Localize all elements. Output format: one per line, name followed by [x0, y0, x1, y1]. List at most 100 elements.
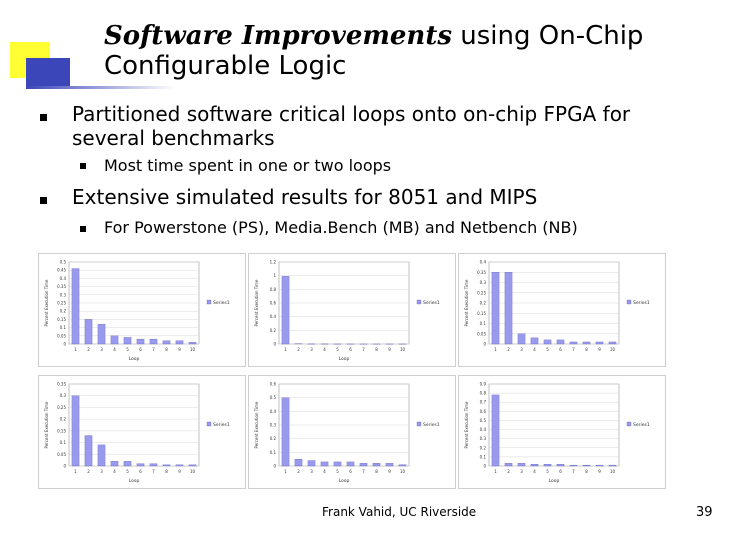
- x-tick-label: 10: [610, 469, 616, 474]
- y-tick-label: 0.4: [270, 409, 277, 414]
- x-tick-label: 6: [559, 469, 562, 474]
- x-tick-label: 4: [113, 347, 116, 352]
- x-tick-label: 9: [178, 347, 181, 352]
- bar: [188, 464, 197, 467]
- x-tick-label: 3: [100, 469, 103, 474]
- bar: [543, 339, 552, 345]
- bar: [595, 341, 604, 345]
- x-tick-label: 1: [74, 347, 77, 352]
- bar-chart: 0 0.1 0.2 0.3 0.4 0.5 0.6 1 2 3 4 5 6 7 8 9 10 Loop Percen…: [254, 382, 440, 485]
- bar: [530, 337, 539, 345]
- footer-text: Frank Vahid, UC Riverside: [322, 505, 477, 519]
- x-tick-label: 5: [126, 469, 129, 474]
- y-tick-label: 0.45: [57, 268, 66, 273]
- x-tick-label: 9: [178, 469, 181, 474]
- y-tick-label: 0.35: [57, 284, 66, 289]
- legend-swatch: [416, 299, 422, 305]
- y-tick-label: 0: [273, 342, 276, 347]
- x-tick-label: 10: [190, 347, 196, 352]
- y-tick-label: 1.2: [270, 260, 277, 265]
- y-tick-label: 0.3: [480, 436, 487, 441]
- y-tick-label: 0.6: [270, 382, 277, 387]
- x-tick-label: 1: [494, 469, 497, 474]
- sub-bullet-marker: [80, 163, 86, 169]
- x-tick-label: 4: [533, 469, 536, 474]
- x-axis-label: Loop: [129, 478, 140, 484]
- y-tick-label: 0.3: [270, 423, 277, 428]
- legend-label: Series1: [633, 422, 650, 428]
- bar: [517, 333, 526, 345]
- bar-chart: 0 0.05 0.1 0.15 0.2 0.25 0.3 0.35 1 2 3 4 5 6 7 8 9 10 Loo…: [44, 382, 230, 485]
- y-tick-label: 0.2: [60, 309, 67, 314]
- y-tick-label: 0.15: [477, 311, 486, 316]
- x-tick-label: 8: [165, 469, 168, 474]
- bar: [123, 337, 132, 345]
- y-axis-label: Percent Execution Time: [44, 401, 49, 449]
- x-tick-label: 5: [546, 347, 549, 352]
- y-tick-label: 0.25: [477, 290, 486, 295]
- y-tick-label: 0.4: [480, 427, 487, 432]
- bar: [123, 461, 132, 467]
- bar: [71, 395, 80, 467]
- y-tick-label: 0.6: [480, 409, 487, 414]
- bar: [84, 319, 93, 345]
- x-tick-label: 2: [87, 347, 90, 352]
- legend-label: Series1: [213, 300, 230, 306]
- y-tick-label: 0.5: [270, 395, 277, 400]
- x-tick-label: 7: [572, 347, 575, 352]
- x-tick-label: 9: [388, 469, 391, 474]
- decor-blue-square: [26, 58, 70, 88]
- x-tick-label: 4: [323, 347, 326, 352]
- bar: [491, 272, 500, 345]
- y-tick-label: 0.35: [57, 382, 66, 387]
- bar: [385, 463, 394, 467]
- sub-bullet-marker: [80, 226, 86, 232]
- y-tick-label: 0: [63, 342, 66, 347]
- x-tick-label: 1: [284, 347, 287, 352]
- bar: [333, 461, 342, 467]
- y-tick-label: 0: [273, 464, 276, 469]
- y-tick-label: 0.4: [480, 260, 487, 265]
- y-axis-label: Percent Execution Time: [464, 279, 469, 327]
- y-tick-label: 0.2: [270, 328, 277, 333]
- x-tick-label: 10: [400, 469, 406, 474]
- x-axis-label: Loop: [339, 478, 350, 484]
- x-tick-label: 8: [585, 469, 588, 474]
- legend-label: Series1: [213, 422, 230, 428]
- y-tick-label: 0.3: [60, 393, 67, 398]
- x-tick-label: 3: [100, 347, 103, 352]
- title-line-1: Software Improvements using On-Chip: [104, 21, 644, 52]
- bar-chart: 0 0.1 0.2 0.3 0.4 0.5 0.6 0.7 0.8 0.9 1 2 3 4 5 6 7 8 9 10 L…: [464, 382, 650, 485]
- page-number: 39: [696, 505, 713, 520]
- title-rest: using On-Chip: [451, 21, 644, 51]
- bar: [136, 338, 145, 345]
- x-tick-label: 10: [400, 347, 406, 352]
- bar: [608, 341, 617, 345]
- y-tick-label: 0.8: [480, 391, 487, 396]
- bullet-2: Extensive simulated results for 8051 and…: [72, 185, 538, 209]
- legend-swatch: [206, 421, 212, 427]
- x-tick-label: 9: [598, 347, 601, 352]
- y-tick-label: 0: [483, 342, 486, 347]
- bar: [149, 338, 158, 345]
- bar: [569, 464, 578, 467]
- y-tick-label: 0.25: [57, 301, 66, 306]
- chart-panel: 0 0.05 0.1 0.15 0.2 0.25 0.3 0.35 0.4 1 2 3 4 5 6 7 8 9 10…: [458, 253, 666, 367]
- bar: [543, 464, 552, 467]
- x-tick-label: 2: [297, 347, 300, 352]
- y-tick-label: 0.3: [60, 292, 67, 297]
- x-tick-label: 7: [152, 469, 155, 474]
- y-tick-label: 0.1: [60, 440, 67, 445]
- y-tick-label: 1: [273, 273, 276, 278]
- bar: [569, 341, 578, 345]
- x-tick-label: 2: [507, 347, 510, 352]
- bar: [149, 463, 158, 467]
- x-tick-label: 4: [113, 469, 116, 474]
- legend-label: Series1: [633, 300, 650, 306]
- x-tick-label: 9: [388, 347, 391, 352]
- bar: [608, 464, 617, 467]
- x-tick-label: 4: [533, 347, 536, 352]
- legend-swatch: [626, 299, 632, 305]
- x-tick-label: 5: [126, 347, 129, 352]
- bar-chart: 0 0.05 0.1 0.15 0.2 0.25 0.3 0.35 0.4 0.45 0.5 1 2 3 4…: [44, 260, 230, 363]
